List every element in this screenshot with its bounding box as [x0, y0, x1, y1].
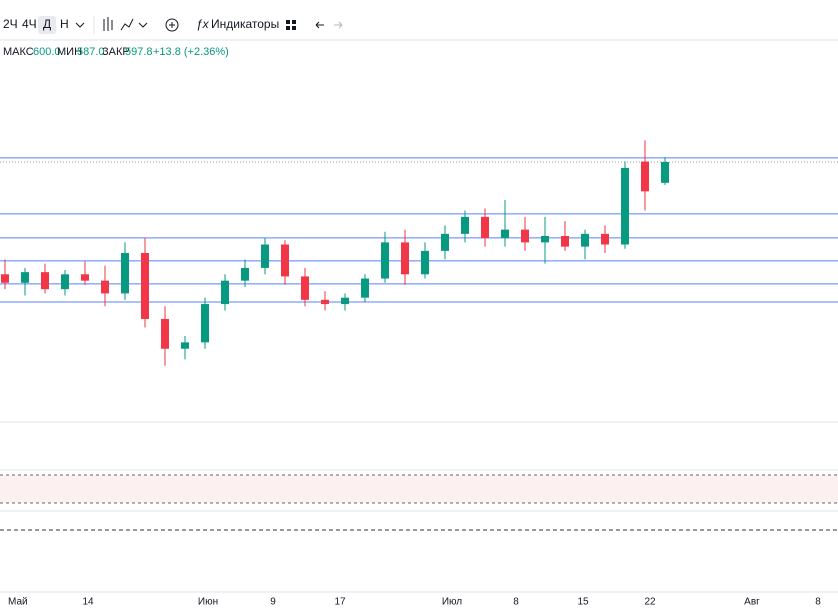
candle-body	[481, 216, 489, 239]
layout-icon	[292, 20, 296, 24]
candle-body	[361, 278, 369, 298]
layout-icon	[292, 26, 296, 30]
interval-4h[interactable]: 4Ч	[22, 17, 37, 31]
rsi-band	[0, 475, 838, 503]
candle-body	[301, 276, 309, 300]
compare-icon[interactable]	[165, 18, 179, 32]
candle-body	[201, 304, 209, 343]
undo-icon[interactable]	[315, 21, 324, 29]
candle-body	[321, 299, 329, 305]
close-label: ЗАКР	[102, 46, 130, 58]
candle-body	[161, 318, 169, 349]
high-value: 600.0	[33, 46, 61, 58]
candle-body	[641, 161, 649, 192]
candle-body	[461, 216, 469, 234]
x-tick-label: 9	[270, 597, 276, 608]
candle-body	[241, 267, 249, 281]
candle-body	[341, 297, 349, 305]
candle-body	[661, 161, 669, 183]
x-tick-label: 8	[513, 597, 519, 608]
line-icon[interactable]	[120, 18, 134, 31]
candle-body	[61, 274, 69, 290]
change-value: +13.8 (+2.36%)	[153, 46, 229, 58]
interval-2h[interactable]: 2Ч	[3, 17, 18, 31]
toolbar	[0, 0, 838, 40]
candle-body	[401, 242, 409, 275]
x-tick-label: 8	[815, 597, 821, 608]
x-tick-label: Авг	[744, 597, 760, 608]
chart-type-icon[interactable]	[103, 17, 113, 31]
x-tick-label: Июн	[198, 597, 218, 608]
interval-w[interactable]: Н	[60, 17, 69, 31]
layout-icon	[286, 26, 290, 30]
dropdown-icon[interactable]	[75, 22, 85, 28]
candle-body	[501, 229, 509, 239]
candle-body	[541, 235, 549, 243]
active-interval-bg	[38, 16, 56, 34]
candle-body	[121, 253, 129, 294]
candle-body	[521, 229, 529, 243]
candle-body	[141, 253, 149, 319]
candle-body	[101, 280, 109, 294]
candle-body	[421, 250, 429, 275]
x-tick-label: Май	[8, 597, 28, 608]
candle-body	[581, 233, 589, 247]
candle-body	[441, 233, 449, 251]
fx-icon[interactable]: ƒx	[196, 17, 210, 31]
candle-body	[601, 233, 609, 245]
indicators-button[interactable]: Индикаторы	[211, 17, 279, 31]
candle-body	[81, 274, 89, 281]
x-tick-label: 17	[334, 597, 346, 608]
layout-icon[interactable]	[286, 20, 290, 24]
high-label: МАКС	[3, 46, 34, 58]
candle-body	[621, 167, 629, 245]
x-tick-label: 14	[82, 597, 94, 608]
candle-body	[21, 272, 29, 283]
x-tick-label: Июл	[442, 597, 462, 608]
x-tick-label: 22	[644, 597, 656, 608]
dropdown-icon[interactable]	[138, 22, 148, 28]
candle-body	[41, 272, 49, 290]
candle-body	[261, 244, 269, 268]
redo-icon[interactable]	[334, 21, 343, 29]
compare-plus	[169, 22, 175, 28]
x-tick-label: 15	[577, 597, 589, 608]
candle-body	[561, 235, 569, 247]
close-value: 597.8	[125, 46, 153, 58]
low-label: МИН	[57, 46, 82, 58]
candle-body	[281, 244, 289, 277]
candle-body	[381, 242, 389, 279]
candle-body	[1, 274, 9, 283]
candle-body	[181, 342, 189, 349]
low-value: 587.0	[77, 46, 105, 58]
candle-body	[221, 280, 229, 305]
interval-d[interactable]: Д	[43, 17, 51, 31]
